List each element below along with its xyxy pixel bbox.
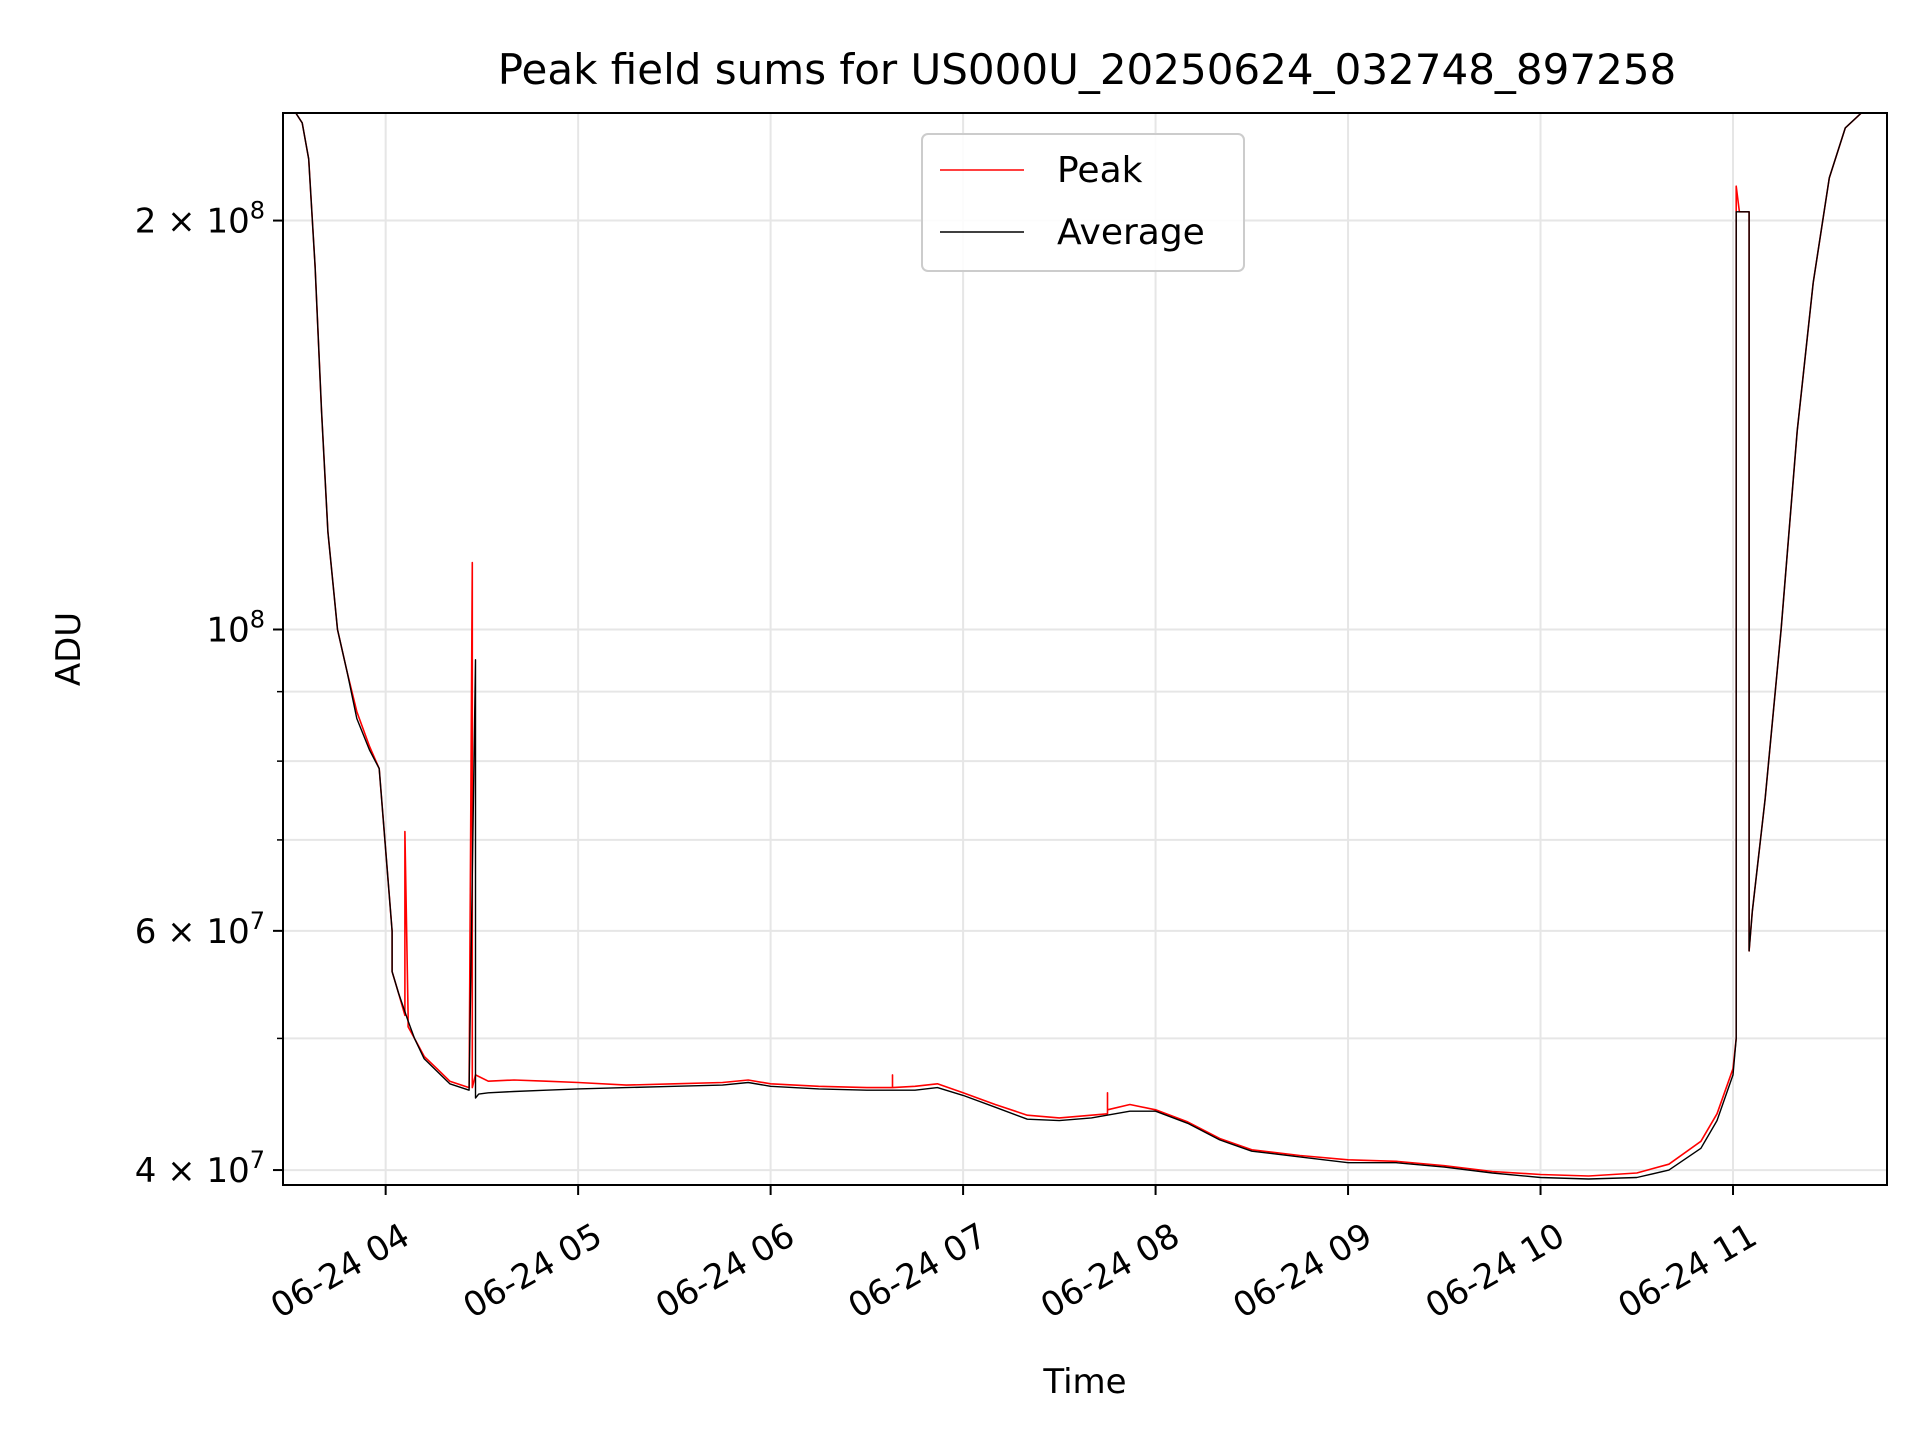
series-line-average: [295, 112, 1878, 1180]
y-tick-label: 108: [206, 605, 265, 650]
y-tick-label: 4 × 107: [135, 1146, 265, 1191]
y-axis-label: ADU: [49, 612, 89, 686]
legend-box: [921, 133, 1245, 272]
legend: Peak Average: [921, 133, 1245, 272]
series-layer: [295, 112, 1878, 1180]
legend-label-peak: Peak: [1057, 150, 1143, 191]
y-tick-label: 6 × 107: [135, 907, 265, 952]
grid-layer: [283, 113, 1887, 1185]
plot-frame: [282, 112, 1888, 1186]
chart-title: Peak field sums for US000U_20250624_0327…: [498, 45, 1677, 94]
legend-label-average: Average: [1057, 212, 1205, 253]
x-axis-label: Time: [1042, 1362, 1126, 1402]
y-tick-label: 2 × 108: [135, 197, 265, 242]
